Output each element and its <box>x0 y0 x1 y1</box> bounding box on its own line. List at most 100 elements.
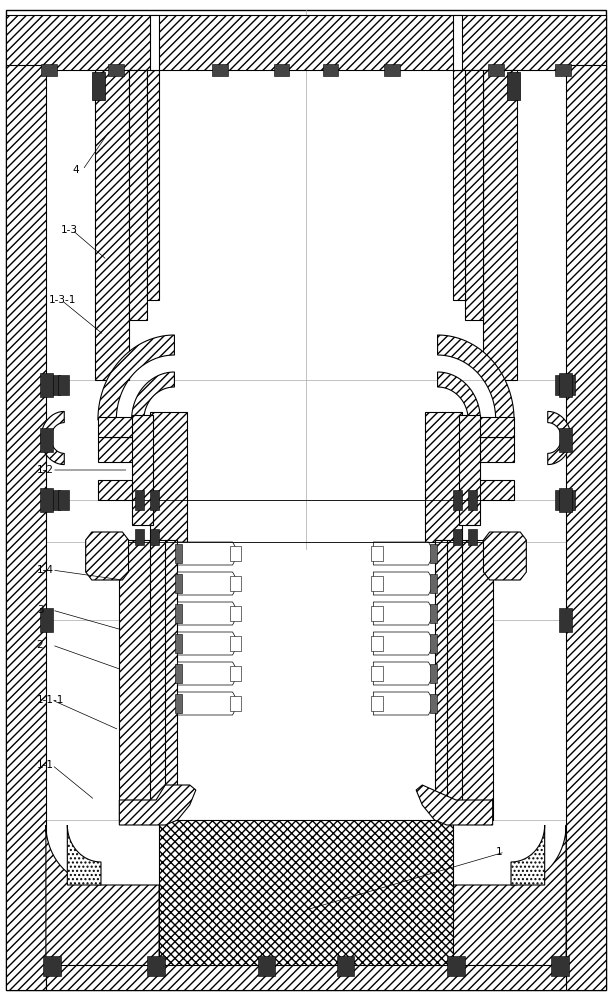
Polygon shape <box>453 825 566 970</box>
Polygon shape <box>177 542 239 565</box>
Bar <box>6 15 606 70</box>
Polygon shape <box>373 542 435 565</box>
Bar <box>468 529 477 545</box>
Text: 1: 1 <box>496 847 502 857</box>
Bar <box>555 490 566 510</box>
Bar <box>465 70 483 320</box>
Bar <box>555 375 566 395</box>
Bar <box>459 415 480 525</box>
Bar <box>175 574 182 593</box>
Polygon shape <box>373 632 435 655</box>
Bar <box>98 437 177 462</box>
Polygon shape <box>86 532 129 580</box>
Bar <box>371 636 382 651</box>
Bar <box>456 540 493 820</box>
Bar <box>46 965 566 990</box>
Bar <box>40 608 53 632</box>
Bar <box>212 64 228 76</box>
Bar <box>274 64 289 76</box>
Polygon shape <box>98 335 174 420</box>
Text: 4: 4 <box>72 165 79 175</box>
Bar <box>175 694 182 713</box>
Bar <box>425 412 462 542</box>
Bar <box>40 373 53 397</box>
Polygon shape <box>438 335 514 420</box>
Bar <box>371 666 382 681</box>
Bar <box>108 64 124 76</box>
Bar <box>135 529 144 545</box>
Polygon shape <box>416 785 493 825</box>
Bar <box>43 956 61 976</box>
Bar <box>559 373 572 397</box>
Bar <box>159 820 453 970</box>
Bar <box>258 956 275 976</box>
Bar <box>337 956 354 976</box>
Bar <box>430 634 437 653</box>
Bar <box>430 664 437 683</box>
Bar <box>230 636 241 651</box>
Bar <box>98 417 177 437</box>
Bar <box>41 64 57 76</box>
Bar <box>564 375 575 395</box>
Bar <box>147 70 159 300</box>
Bar <box>49 490 60 510</box>
Text: 1-3-1: 1-3-1 <box>49 295 76 305</box>
Polygon shape <box>46 825 159 970</box>
Text: 2: 2 <box>37 640 43 650</box>
Polygon shape <box>177 632 239 655</box>
Bar <box>435 540 447 820</box>
Bar <box>147 956 165 976</box>
Bar <box>435 417 514 437</box>
Text: 1-1: 1-1 <box>37 760 54 770</box>
Polygon shape <box>177 662 239 685</box>
Bar <box>6 65 46 990</box>
Polygon shape <box>67 825 101 885</box>
Text: 3: 3 <box>37 605 43 615</box>
Polygon shape <box>41 411 64 465</box>
Bar <box>230 666 241 681</box>
Bar <box>150 490 159 510</box>
Bar <box>150 15 159 70</box>
Text: 1-2: 1-2 <box>37 465 54 475</box>
Polygon shape <box>177 602 239 625</box>
Polygon shape <box>177 692 239 715</box>
Bar <box>430 544 437 563</box>
Bar <box>564 490 575 510</box>
Polygon shape <box>511 825 545 885</box>
Bar <box>441 540 462 820</box>
Bar <box>119 540 156 820</box>
Polygon shape <box>373 572 435 595</box>
Bar <box>323 64 338 76</box>
Bar <box>135 490 144 510</box>
Bar <box>150 529 159 545</box>
Bar <box>453 70 465 300</box>
Bar <box>371 606 382 621</box>
Bar <box>551 956 569 976</box>
Bar <box>165 540 177 820</box>
Bar <box>430 574 437 593</box>
Bar <box>175 664 182 683</box>
Bar <box>447 956 465 976</box>
Bar <box>230 696 241 711</box>
Bar <box>150 412 187 542</box>
Bar <box>132 415 153 525</box>
Bar <box>175 634 182 653</box>
Text: 1-1-1: 1-1-1 <box>37 695 64 705</box>
Bar <box>453 529 462 545</box>
Bar <box>371 696 382 711</box>
Bar <box>175 604 182 623</box>
Bar <box>559 428 572 452</box>
Polygon shape <box>132 372 174 420</box>
Bar <box>371 576 382 591</box>
Bar <box>566 65 606 990</box>
Bar <box>435 480 514 500</box>
Bar <box>40 488 53 512</box>
Bar <box>507 72 520 100</box>
Bar <box>129 70 147 320</box>
Bar <box>230 606 241 621</box>
Bar <box>40 428 53 452</box>
Bar <box>150 540 171 820</box>
Text: 1-4: 1-4 <box>37 565 54 575</box>
Bar <box>430 604 437 623</box>
Bar <box>453 15 462 70</box>
